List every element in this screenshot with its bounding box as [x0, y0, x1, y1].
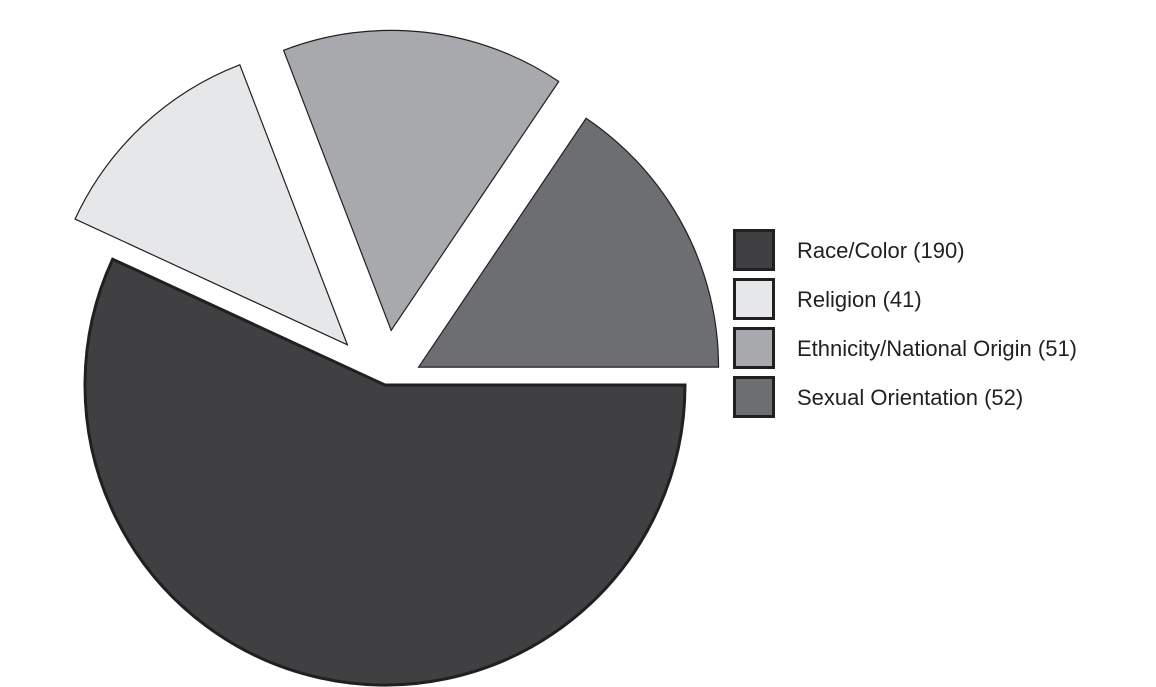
legend: Race/Color (190) Religion (41) Ethnicity/N… [733, 229, 1077, 418]
pie-slices [74, 29, 720, 687]
legend-swatch [733, 327, 775, 369]
legend-item: Ethnicity/National Origin (51) [733, 327, 1077, 369]
legend-label: Race/Color (190) [797, 238, 965, 263]
legend-item: Sexual Orientation (52) [733, 376, 1023, 418]
legend-label: Ethnicity/National Origin (51) [797, 336, 1077, 361]
legend-item: Race/Color (190) [733, 229, 965, 271]
legend-label: Religion (41) [797, 287, 922, 312]
pie-slice-race-color [83, 257, 687, 687]
pie-slice-religion [74, 64, 349, 347]
legend-swatch [733, 229, 775, 271]
legend-item: Religion (41) [733, 278, 922, 320]
pie-slice-ethnicity-national-origin [282, 29, 560, 332]
legend-swatch [733, 376, 775, 418]
legend-label: Sexual Orientation (52) [797, 385, 1023, 410]
pie-slice-sexual-orientation [417, 117, 720, 368]
legend-swatch [733, 278, 775, 320]
